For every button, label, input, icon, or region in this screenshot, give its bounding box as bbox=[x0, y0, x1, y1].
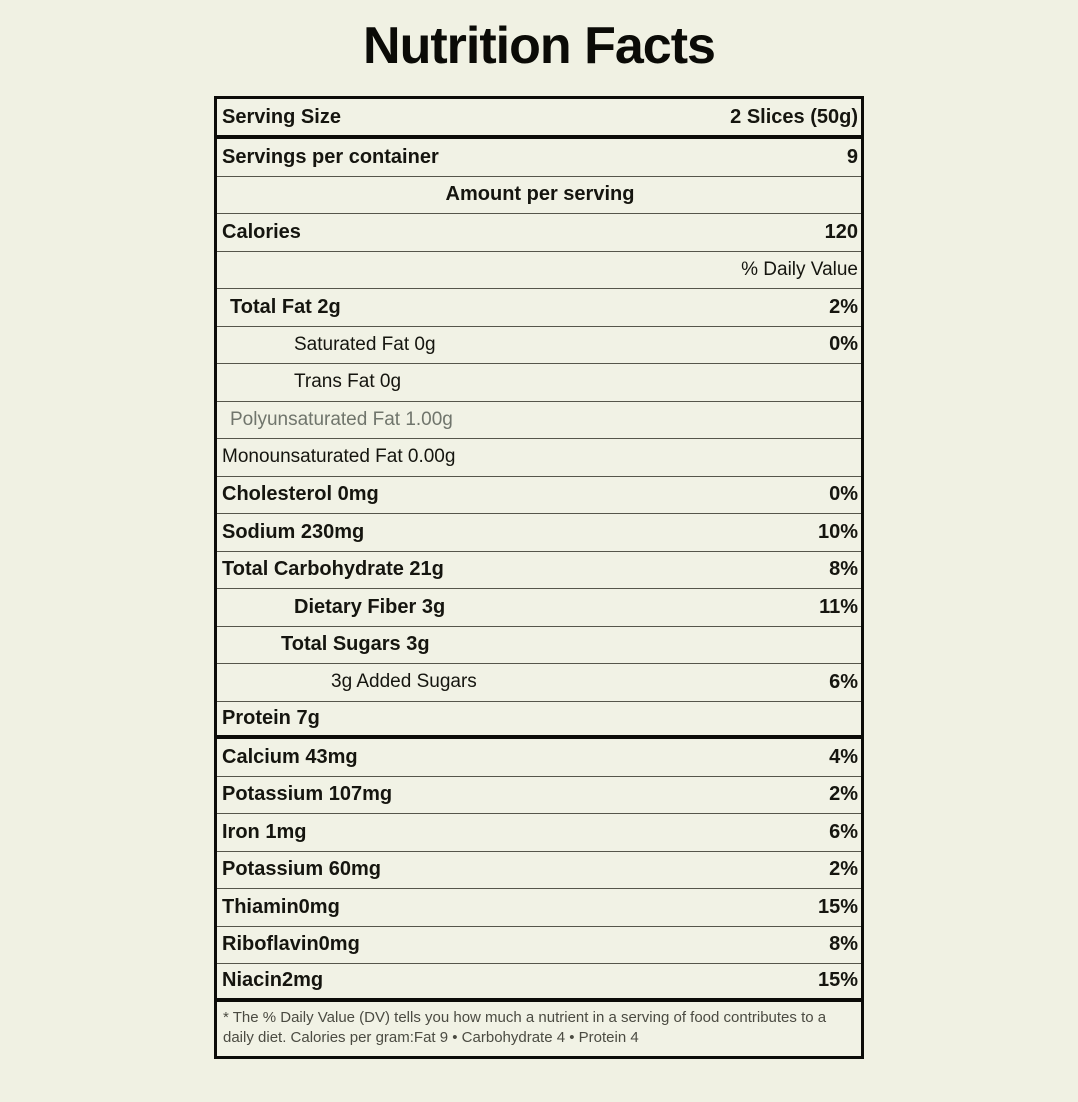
row-total-sugars: Total Sugars 3g bbox=[217, 627, 861, 665]
nutrient-name: Thiamin0mg bbox=[222, 895, 340, 918]
row-trans-fat: Trans Fat 0g bbox=[217, 364, 861, 402]
nutrient-name: Trans Fat 0g bbox=[294, 371, 402, 393]
row-cholesterol: Cholesterol 0mg 0% bbox=[217, 477, 861, 515]
nutrient-value: 9 bbox=[846, 145, 858, 168]
row-added-sugars: 3g Added Sugars 6% bbox=[217, 664, 861, 702]
nutrient-percent: 8% bbox=[829, 558, 858, 581]
nutrient-percent: 11% bbox=[819, 595, 858, 618]
row-saturated-fat: Saturated Fat 0g 0% bbox=[217, 327, 861, 365]
row-calcium: Calcium 43mg 4% bbox=[217, 739, 861, 777]
nutrient-name: Potassium 60mg bbox=[222, 858, 381, 881]
section-heading: Amount per serving bbox=[445, 183, 635, 206]
row-potassium-2: Potassium 60mg 2% bbox=[217, 852, 861, 890]
row-sodium: Sodium 230mg 10% bbox=[217, 514, 861, 552]
nutrient-name: Total Fat 2g bbox=[230, 295, 341, 318]
row-calories: Calories 120 bbox=[217, 214, 861, 252]
nutrient-value: 2 Slices (50g) bbox=[730, 105, 858, 128]
row-polyunsaturated-fat: Polyunsaturated Fat 1.00g bbox=[217, 402, 861, 440]
row-thiamin: Thiamin0mg 15% bbox=[217, 889, 861, 927]
daily-value-heading: % Daily Value bbox=[741, 258, 858, 280]
nutrient-name: Polyunsaturated Fat 1.00g bbox=[230, 408, 453, 430]
label-footnote: * The % Daily Value (DV) tells you how m… bbox=[223, 1008, 827, 1046]
nutrient-percent: 15% bbox=[817, 895, 858, 918]
row-dietary-fiber: Dietary Fiber 3g 11% bbox=[217, 589, 861, 627]
nutrient-name: Potassium 107mg bbox=[222, 783, 393, 806]
row-amount-per-serving: Amount per serving bbox=[217, 177, 861, 215]
nutrient-percent: 2% bbox=[829, 783, 858, 806]
nutrient-percent: 2% bbox=[829, 858, 858, 881]
nutrient-name: Total Carbohydrate 21g bbox=[222, 558, 444, 581]
nutrient-name: Iron 1mg bbox=[222, 820, 307, 843]
nutrient-percent: 10% bbox=[817, 520, 858, 543]
nutrient-name: Dietary Fiber 3g bbox=[294, 595, 446, 618]
row-total-carbohydrate: Total Carbohydrate 21g 8% bbox=[217, 552, 861, 590]
nutrient-name: Riboflavin0mg bbox=[222, 933, 360, 956]
nutrient-percent: 0% bbox=[829, 483, 858, 506]
nutrient-percent: 15% bbox=[817, 969, 858, 992]
nutrient-name: Sodium 230mg bbox=[222, 520, 365, 543]
row-daily-value-header: % Daily Value bbox=[217, 252, 861, 290]
nutrient-percent: 6% bbox=[829, 670, 858, 693]
row-iron: Iron 1mg 6% bbox=[217, 814, 861, 852]
page-title: Nutrition Facts bbox=[363, 17, 716, 75]
row-protein: Protein 7g bbox=[217, 702, 861, 740]
row-servings-per-container: Servings per container 9 bbox=[217, 139, 861, 177]
row-potassium-1: Potassium 107mg 2% bbox=[217, 777, 861, 815]
nutrient-value: 120 bbox=[824, 220, 858, 243]
nutrition-label: Serving Size 2 Slices (50g) Servings per… bbox=[214, 96, 864, 1060]
row-monounsaturated-fat: Monounsaturated Fat 0.00g bbox=[217, 439, 861, 477]
row-total-fat: Total Fat 2g 2% bbox=[217, 289, 861, 327]
nutrient-name: Niacin2mg bbox=[222, 969, 324, 992]
nutrient-name: Protein 7g bbox=[222, 706, 320, 729]
nutrient-name: Monounsaturated Fat 0.00g bbox=[222, 446, 456, 468]
nutrient-name: Total Sugars 3g bbox=[281, 633, 430, 656]
nutrient-name: Calcium 43mg bbox=[222, 745, 358, 768]
nutrient-percent: 6% bbox=[829, 820, 858, 843]
nutrient-name: Servings per container bbox=[222, 145, 439, 168]
row-niacin: Niacin2mg 15% bbox=[217, 964, 861, 1002]
nutrient-name: Calories bbox=[222, 220, 301, 243]
nutrient-name: Serving Size bbox=[222, 105, 341, 128]
nutrient-percent: 2% bbox=[829, 295, 858, 318]
nutrient-percent: 8% bbox=[829, 933, 858, 956]
nutrient-percent: 0% bbox=[829, 333, 858, 356]
row-riboflavin: Riboflavin0mg 8% bbox=[217, 927, 861, 965]
nutrient-name: 3g Added Sugars bbox=[331, 671, 477, 693]
nutrient-name: Saturated Fat 0g bbox=[294, 333, 436, 355]
row-serving-size: Serving Size 2 Slices (50g) bbox=[217, 99, 861, 140]
nutrient-name: Cholesterol 0mg bbox=[222, 483, 379, 506]
nutrient-percent: 4% bbox=[829, 745, 858, 768]
